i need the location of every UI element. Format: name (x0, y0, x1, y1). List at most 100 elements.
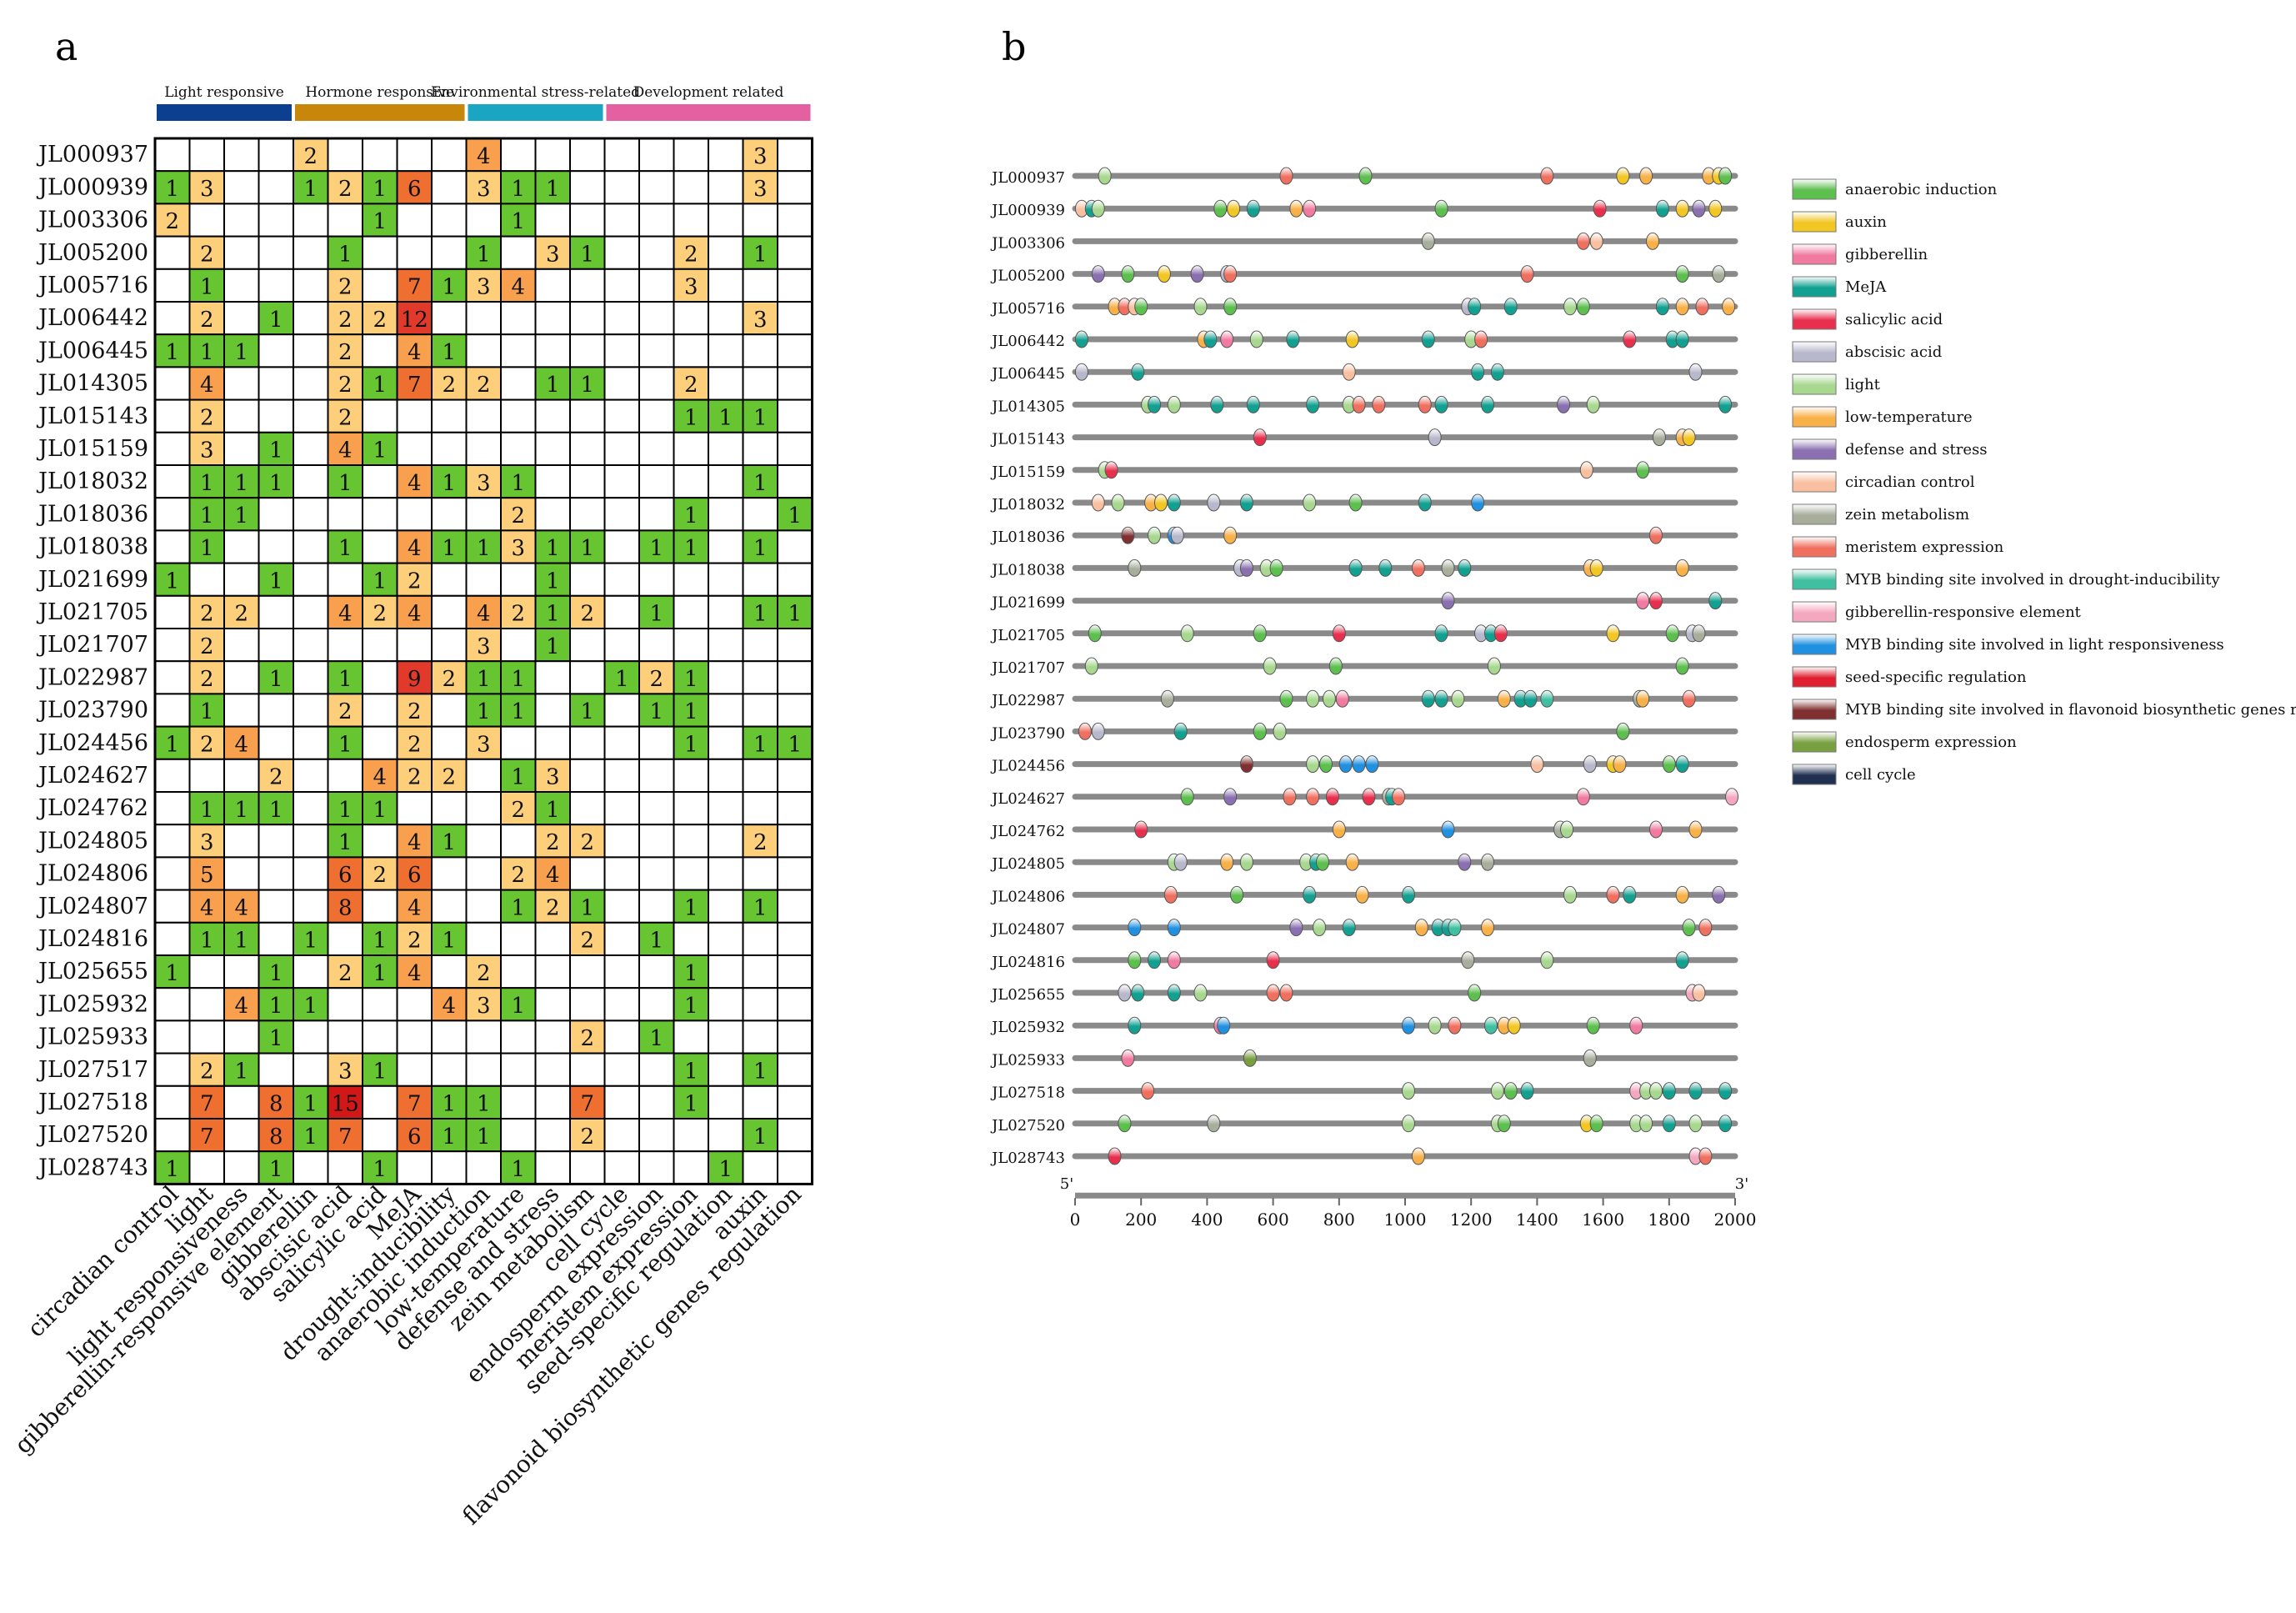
cis-element-meja (1246, 199, 1260, 218)
cis-element-zein-metabolism (1128, 559, 1142, 577)
heatmap-cell (742, 268, 778, 303)
cis-element-meristem-expression (1448, 1016, 1462, 1034)
heatmap-cell (673, 889, 709, 924)
cell-value: 1 (269, 798, 283, 823)
row-label-JL027518: JL027518 (36, 1090, 148, 1115)
heatmap-cell (362, 725, 398, 760)
heatmap-cell (777, 301, 813, 336)
heatmap-cell (569, 1150, 606, 1185)
heatmap-cell (188, 203, 225, 238)
heatmap-cell (431, 301, 468, 336)
cell-value: 1 (684, 699, 698, 724)
cell-value: 2 (338, 961, 353, 986)
heatmap-cell (603, 529, 640, 564)
heatmap-cell (431, 758, 468, 793)
heatmap-cell (777, 824, 813, 859)
cell-value: 1 (477, 1125, 491, 1150)
heatmap-cell (777, 203, 813, 238)
heatmap-cell (293, 594, 329, 629)
heatmap-cell (500, 791, 537, 826)
heatmap-cell (327, 235, 363, 270)
cell-value: 1 (442, 1125, 456, 1150)
cis-element-meristem-expression (1682, 689, 1696, 708)
cis-element-anaerobic-induction (1316, 853, 1329, 871)
heatmap-cell (534, 431, 571, 466)
heatmap-cell (708, 824, 744, 859)
cell-value: 3 (684, 275, 698, 300)
heatmap-cell (362, 693, 398, 728)
row-label-JL024456: JL024456 (36, 730, 148, 756)
cell-value: 1 (511, 895, 525, 920)
cis-element-meja (1167, 984, 1181, 1002)
cell-value: 1 (338, 536, 353, 561)
heatmap-cell (154, 594, 191, 629)
cell-value: 6 (338, 863, 353, 888)
heatmap-cell (154, 464, 191, 499)
heatmap-cell (431, 235, 468, 270)
cis-element-myb-binding-site-involved-in-drought-inducibility (1448, 919, 1462, 937)
cell-value: 1 (511, 1157, 525, 1182)
cell-value: 1 (477, 667, 491, 692)
heatmap-cell (258, 921, 294, 957)
cis-element-light (1490, 1082, 1504, 1100)
cis-element-meja (1662, 1115, 1676, 1133)
cell-value: 2 (408, 569, 422, 594)
cis-element-abscisic-acid (1074, 363, 1088, 381)
heatmap-cell (293, 268, 329, 303)
cis-element-zein-metabolism (1583, 1049, 1597, 1067)
cis-element-meja (1210, 395, 1224, 413)
axis-tick-label: 1600 (1582, 1210, 1624, 1230)
cis-element-meristem-expression (1279, 984, 1293, 1002)
cell-value: 1 (442, 929, 456, 954)
cell-value: 8 (338, 895, 353, 920)
cis-element-meja (1401, 885, 1415, 904)
cell-value: 1 (718, 405, 733, 430)
heatmap-cell (603, 824, 640, 859)
cis-element-meja (1342, 919, 1356, 937)
group-label-0: Light responsive (164, 84, 284, 101)
legend-label-2: gibberellin (1845, 246, 1928, 263)
cell-value: 1 (684, 667, 698, 692)
cis-element-auxin (1606, 624, 1620, 643)
legend-swatch-6 (1792, 373, 1837, 395)
heatmap-cell (500, 366, 537, 401)
cell-value: 1 (200, 275, 214, 300)
cell-value: 2 (649, 667, 663, 692)
legend-swatch-8 (1792, 438, 1837, 460)
cell-value: 7 (200, 1125, 214, 1150)
cell-value: 1 (753, 732, 768, 757)
heatmap-cell (534, 856, 571, 891)
legend: anaerobic induction auxin gibberellin MeJA s… (1792, 178, 2296, 785)
heatmap-cell (742, 987, 778, 1022)
cell-value: 2 (408, 929, 422, 954)
heatmap-cells: 2 4 31 3 1 2 1 6 3 1 1 32 1 12 1 1 3 1 2 11 2 7 1 3 4 32 1 2 2 12 31 1 1… (153, 137, 813, 1185)
heatmap-cell (154, 301, 191, 336)
heatmap-cell (362, 1019, 398, 1054)
heatmap-cell (708, 431, 744, 466)
heatmap-cell (603, 497, 640, 532)
heatmap-cell (638, 1085, 675, 1120)
track-label-JL015159: JL015159 (990, 463, 1065, 481)
heatmap-cell (154, 987, 191, 1022)
cell-value: 2 (373, 602, 387, 627)
legend-swatch-10 (1792, 503, 1837, 525)
cis-element-salicylic-acid (1253, 428, 1267, 447)
panel-b-label: b (1002, 24, 1026, 69)
cell-value: 1 (546, 569, 560, 594)
heatmap-cell (777, 921, 813, 957)
cis-element-light (1239, 853, 1253, 871)
heatmap-cell (362, 824, 398, 859)
cell-value: 1 (165, 1157, 179, 1182)
group-label-3: Development related (633, 84, 784, 101)
heatmap-cell (465, 725, 502, 760)
heatmap-cell (777, 987, 813, 1022)
cell-value: 9 (408, 667, 422, 692)
cis-element-low-temperature (1332, 820, 1346, 839)
heatmap-cell (708, 1052, 744, 1087)
heatmap-cell (465, 1150, 502, 1185)
heatmap-cell (673, 203, 709, 238)
heatmap-cell (362, 856, 398, 891)
heatmap-cell (258, 856, 294, 891)
heatmap-cell (569, 431, 606, 466)
heatmap-cell (777, 398, 813, 433)
